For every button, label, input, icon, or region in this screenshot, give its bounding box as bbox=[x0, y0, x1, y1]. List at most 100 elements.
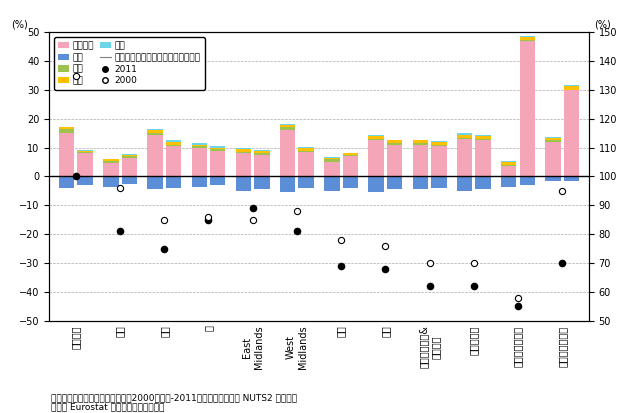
Bar bbox=[77, 176, 93, 185]
Bar bbox=[254, 155, 270, 176]
Bar bbox=[520, 41, 535, 176]
Bar bbox=[236, 149, 251, 152]
Bar bbox=[103, 176, 119, 187]
Bar bbox=[475, 136, 490, 139]
Bar bbox=[298, 176, 314, 188]
Bar bbox=[501, 162, 516, 165]
Bar bbox=[520, 37, 535, 40]
Bar bbox=[254, 153, 270, 155]
Bar bbox=[191, 146, 207, 147]
Bar bbox=[387, 176, 403, 190]
2000 bbox=[469, 260, 479, 266]
Bar bbox=[431, 142, 446, 145]
Bar bbox=[147, 131, 162, 133]
2011 bbox=[71, 173, 81, 180]
Bar bbox=[324, 159, 339, 162]
Bar bbox=[413, 143, 428, 145]
Bar bbox=[210, 150, 226, 176]
2000 bbox=[159, 216, 169, 223]
Bar bbox=[77, 152, 93, 153]
Bar bbox=[103, 161, 119, 164]
Bar bbox=[121, 158, 137, 176]
Bar bbox=[501, 165, 516, 166]
Bar bbox=[457, 139, 472, 176]
Bar bbox=[59, 128, 75, 129]
Bar bbox=[457, 133, 472, 135]
Bar bbox=[59, 127, 75, 128]
Bar bbox=[324, 158, 339, 159]
Text: (%): (%) bbox=[11, 19, 28, 29]
2011 bbox=[336, 263, 346, 269]
Bar bbox=[121, 154, 137, 155]
Bar bbox=[368, 176, 384, 192]
Bar bbox=[210, 176, 226, 185]
Bar bbox=[121, 156, 137, 158]
Bar bbox=[343, 155, 358, 156]
Bar bbox=[413, 176, 428, 190]
Bar bbox=[147, 176, 162, 190]
2000 bbox=[71, 72, 81, 79]
Bar bbox=[431, 145, 446, 146]
2011 bbox=[159, 245, 169, 252]
Bar bbox=[368, 135, 384, 136]
2011 bbox=[292, 228, 302, 235]
Bar bbox=[147, 135, 162, 176]
2011 bbox=[557, 260, 568, 266]
Bar bbox=[324, 176, 339, 191]
Bar bbox=[210, 149, 226, 150]
Bar bbox=[545, 142, 561, 176]
Bar bbox=[457, 138, 472, 139]
2011 bbox=[204, 216, 214, 223]
Bar bbox=[191, 143, 207, 145]
Bar bbox=[457, 176, 472, 191]
Bar bbox=[236, 148, 251, 149]
2000 bbox=[380, 242, 391, 249]
2000 bbox=[425, 260, 435, 266]
Text: (%): (%) bbox=[594, 19, 611, 29]
2000 bbox=[204, 214, 214, 220]
Bar bbox=[166, 140, 181, 142]
Bar bbox=[387, 140, 403, 143]
2000 bbox=[513, 294, 523, 301]
Bar bbox=[147, 129, 162, 131]
Bar bbox=[545, 137, 561, 138]
Bar bbox=[431, 141, 446, 142]
Bar bbox=[191, 176, 207, 187]
Bar bbox=[210, 146, 226, 147]
Bar bbox=[77, 153, 93, 176]
Bar bbox=[103, 164, 119, 176]
Bar bbox=[59, 133, 75, 176]
Bar bbox=[520, 36, 535, 37]
Bar bbox=[501, 176, 516, 187]
Bar bbox=[236, 176, 251, 191]
Bar bbox=[280, 125, 295, 128]
Bar bbox=[298, 152, 314, 176]
Bar bbox=[368, 139, 384, 140]
Bar bbox=[343, 153, 358, 155]
Bar bbox=[545, 140, 561, 142]
Bar bbox=[298, 147, 314, 150]
Bar bbox=[387, 145, 403, 176]
Bar bbox=[147, 133, 162, 135]
Bar bbox=[387, 143, 403, 145]
Bar bbox=[236, 152, 251, 153]
Bar bbox=[324, 157, 339, 158]
2011 bbox=[513, 303, 523, 309]
Text: 資料： Eurostat から経済産業省作成。: 資料： Eurostat から経済産業省作成。 bbox=[51, 402, 164, 411]
Bar bbox=[236, 153, 251, 176]
2000 bbox=[336, 237, 346, 243]
Bar bbox=[210, 147, 226, 149]
2011 bbox=[248, 205, 258, 211]
Bar bbox=[520, 176, 535, 185]
Bar bbox=[298, 150, 314, 152]
Bar bbox=[121, 176, 137, 184]
Bar bbox=[121, 155, 137, 156]
Bar bbox=[254, 176, 270, 190]
Bar bbox=[191, 147, 207, 176]
Bar bbox=[280, 131, 295, 176]
Bar bbox=[475, 140, 490, 176]
Bar bbox=[431, 146, 446, 176]
Bar bbox=[166, 176, 181, 188]
2011 bbox=[469, 283, 479, 290]
Bar bbox=[166, 142, 181, 145]
